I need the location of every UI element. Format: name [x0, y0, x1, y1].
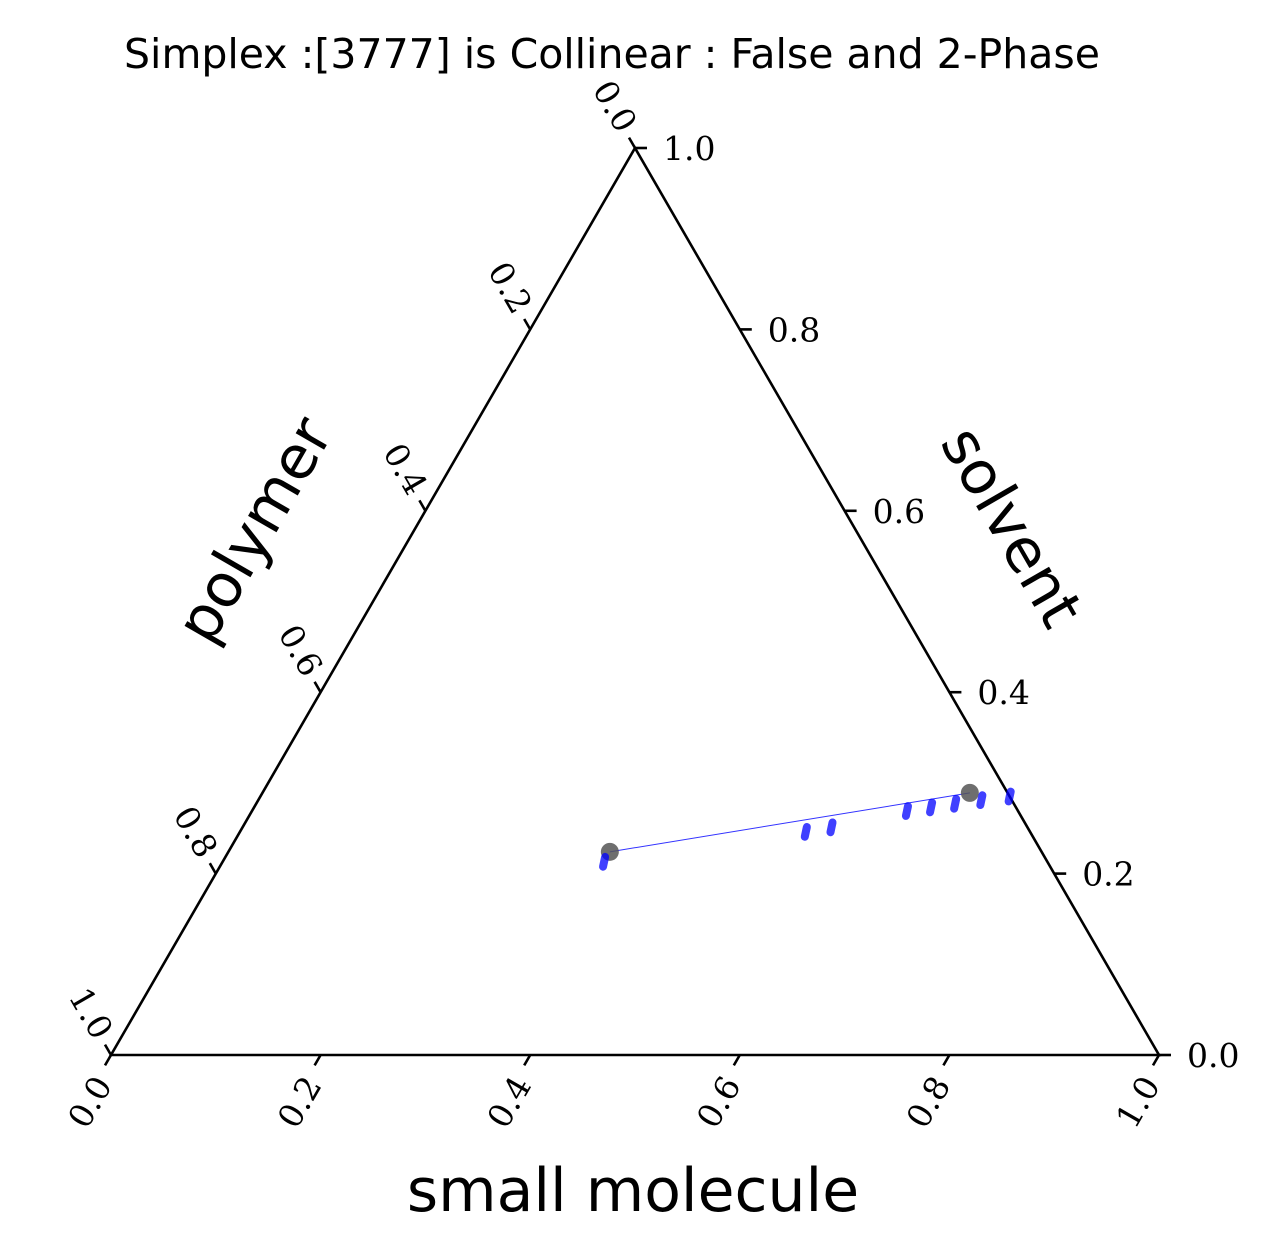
sample-point: [826, 818, 837, 837]
sample-point: [800, 822, 811, 841]
vertex-point: [960, 783, 979, 802]
left-tick-label: 0.8: [166, 799, 226, 864]
bottom-tick: [732, 1054, 741, 1067]
bottom-axis-label: small molecule: [407, 1156, 859, 1226]
sample-point: [599, 852, 610, 871]
right-tick-label: 0.0: [1187, 1036, 1239, 1075]
left-tick: [313, 681, 322, 693]
ternary-triangle: [108, 145, 1162, 1057]
right-axis-ticks: 0.0 0.2 0.4 0.6 0.8 1.0: [635, 129, 1239, 1075]
bottom-tick-label: 0.2: [270, 1070, 330, 1135]
bottom-tick: [103, 1054, 113, 1067]
right-tick-label: 0.4: [977, 673, 1029, 712]
bottom-tick: [942, 1054, 951, 1067]
tie-line: [609, 792, 970, 853]
bottom-tick: [313, 1054, 322, 1067]
left-tick: [103, 1043, 113, 1056]
left-tick-label: 1.0: [61, 981, 121, 1046]
right-tick-label: 0.6: [873, 492, 925, 531]
sample-point: [901, 802, 912, 820]
sample-point: [950, 794, 961, 813]
sample-point: [926, 798, 937, 817]
bottom-tick: [1151, 1054, 1161, 1067]
sample-point: [1004, 787, 1015, 806]
left-tick-label: 0.0: [585, 74, 645, 139]
left-tick-label: 0.2: [480, 255, 540, 320]
bottom-tick: [523, 1054, 532, 1067]
left-tick: [208, 862, 217, 875]
bottom-tick-label: 0.6: [689, 1070, 749, 1135]
right-tick-label: 0.8: [768, 310, 820, 349]
bottom-tick-label: 0.0: [60, 1070, 120, 1135]
right-tick-label: 0.2: [1082, 855, 1134, 894]
bottom-tick-label: 1.0: [1108, 1070, 1168, 1135]
bottom-tick-label: 0.8: [898, 1070, 958, 1135]
bottom-tick-label: 0.4: [479, 1070, 539, 1135]
bottom-axis-ticks: 0.0 0.2 0.4 0.6 0.8 1.0: [60, 1054, 1168, 1135]
left-axis-label: polymer: [163, 405, 347, 654]
chart-title: Simplex :[3777] is Collinear : False and…: [124, 30, 1100, 78]
left-tick: [627, 136, 637, 149]
left-tick: [418, 499, 427, 512]
left-axis-ticks: 0.0 0.2 0.4 0.6 0.8 1.0: [61, 74, 645, 1056]
left-tick: [523, 318, 532, 331]
sample-point: [976, 791, 987, 810]
series-layer: [599, 783, 1015, 871]
right-axis-label: solvent: [926, 415, 1096, 639]
left-tick-label: 0.6: [271, 618, 331, 683]
left-tick-label: 0.4: [375, 437, 435, 502]
right-tick-label: 1.0: [663, 129, 715, 168]
